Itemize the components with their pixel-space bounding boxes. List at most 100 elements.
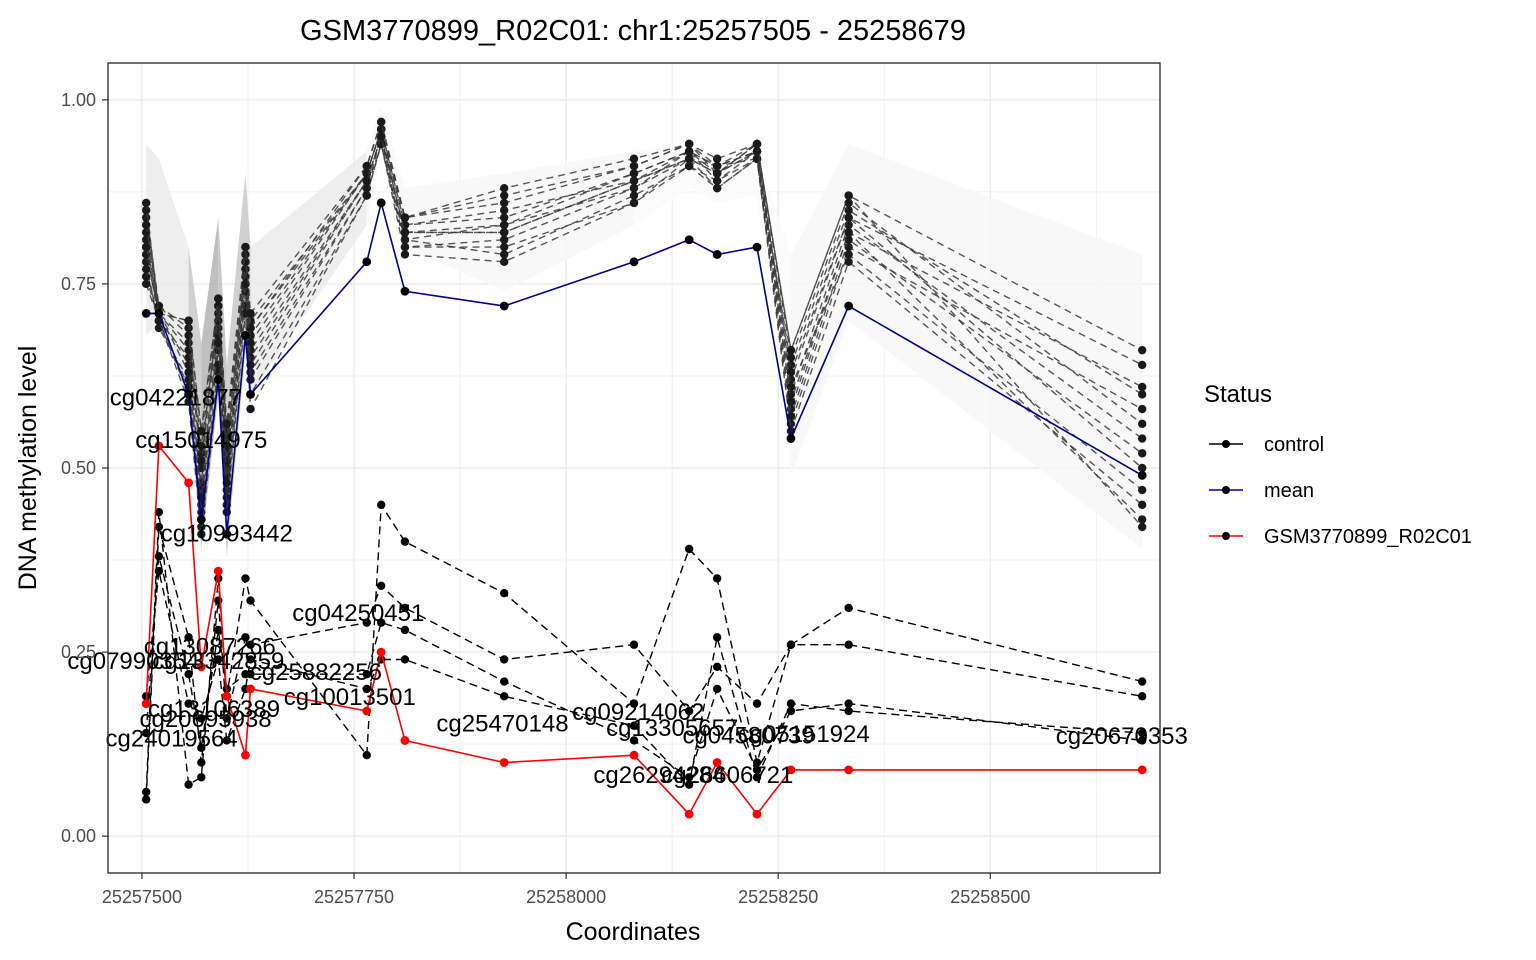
mean-point — [752, 242, 762, 252]
control-point — [712, 176, 722, 186]
control-point — [844, 206, 853, 215]
control-point — [1137, 677, 1147, 686]
control-point — [712, 183, 722, 193]
control-point — [712, 154, 722, 163]
control-point — [844, 213, 853, 222]
control-point — [184, 633, 193, 642]
probe-label: cg25470148 — [436, 711, 568, 738]
control-point — [376, 132, 386, 141]
control-point — [786, 368, 796, 377]
sample-point — [141, 699, 151, 709]
control-point — [752, 139, 762, 149]
control-point — [376, 581, 386, 591]
control-point — [376, 618, 386, 627]
control-point — [1137, 728, 1147, 738]
sample-point — [844, 765, 854, 775]
control-point — [712, 662, 722, 672]
control-point — [1137, 736, 1147, 745]
x-tick-label: 25258000 — [526, 887, 606, 907]
control-ribbon-segment — [848, 144, 1143, 549]
control-point — [712, 161, 722, 171]
control-point — [1137, 390, 1147, 399]
control-point — [246, 640, 255, 649]
control-point — [499, 198, 509, 208]
y-tick-label: 0.25 — [61, 642, 96, 662]
control-point — [844, 640, 853, 649]
control-point — [246, 338, 255, 348]
control-point — [786, 640, 796, 649]
control-point — [1137, 434, 1147, 443]
control-point — [197, 456, 206, 465]
probe-label: cg04221877 — [110, 384, 242, 411]
control-point — [1137, 345, 1147, 355]
control-ribbon-segment — [504, 151, 634, 292]
control-point — [786, 397, 796, 406]
control-point — [499, 242, 509, 252]
control-point — [184, 316, 193, 325]
legend: Status control mean GSM3770899_R02C01 — [1204, 381, 1472, 548]
control-point — [197, 426, 206, 436]
control-point — [214, 294, 223, 303]
control-point — [1137, 382, 1147, 392]
legend-key-control-dot — [1222, 440, 1230, 448]
mean-point — [362, 257, 372, 267]
control-point — [1137, 485, 1147, 495]
control-point — [786, 706, 796, 716]
y-axis-title: DNA methylation level — [14, 346, 42, 591]
control-point — [184, 338, 193, 348]
probe-label: cg13342859 — [152, 648, 284, 675]
control-point — [752, 758, 762, 767]
control-point — [684, 147, 694, 156]
sample-point — [400, 736, 410, 745]
control-point — [184, 699, 193, 708]
control-point — [499, 235, 509, 244]
mean-point — [196, 515, 206, 524]
control-point — [246, 669, 255, 679]
control-point — [1137, 500, 1147, 510]
y-tick-label: 0.50 — [61, 458, 96, 478]
sample-point — [184, 478, 193, 488]
control-point — [499, 588, 509, 598]
control-point — [214, 625, 223, 635]
control-point — [141, 272, 151, 281]
control-point — [712, 574, 722, 583]
control-point — [844, 235, 853, 244]
control-point — [499, 250, 509, 259]
control-point — [141, 279, 151, 289]
mean-point — [712, 250, 722, 259]
y-tick-label: 0.75 — [61, 274, 96, 294]
control-point — [362, 191, 371, 200]
control-point — [786, 412, 796, 421]
control-point — [629, 736, 639, 745]
control-point — [197, 743, 206, 753]
control-point — [499, 183, 509, 193]
control-point — [499, 191, 509, 200]
legend-item-control: control — [1209, 434, 1324, 456]
control-point — [684, 780, 694, 789]
control-point — [629, 640, 639, 649]
mean-point — [141, 308, 151, 318]
control-point — [246, 655, 255, 664]
control-point — [241, 257, 250, 267]
probe-label: cg20670353 — [1056, 723, 1188, 750]
control-point — [400, 603, 410, 613]
control-point — [844, 250, 853, 259]
mean-point — [629, 257, 639, 267]
legend-item-sample: GSM3770899_R02C01 — [1209, 526, 1472, 548]
mean-point — [154, 308, 164, 318]
control-point — [629, 699, 639, 708]
control-point — [1137, 515, 1147, 524]
probe-label: cg26606721 — [661, 762, 793, 789]
control-point — [376, 117, 386, 127]
mean-point — [684, 235, 694, 245]
control-point — [684, 544, 694, 554]
control-point — [246, 375, 255, 384]
mean-point — [786, 434, 796, 443]
control-point — [141, 728, 151, 738]
control-point — [400, 213, 410, 222]
legend-label-mean: mean — [1264, 480, 1314, 502]
control-point — [246, 309, 255, 318]
control-point — [154, 301, 164, 311]
control-point — [214, 655, 223, 664]
